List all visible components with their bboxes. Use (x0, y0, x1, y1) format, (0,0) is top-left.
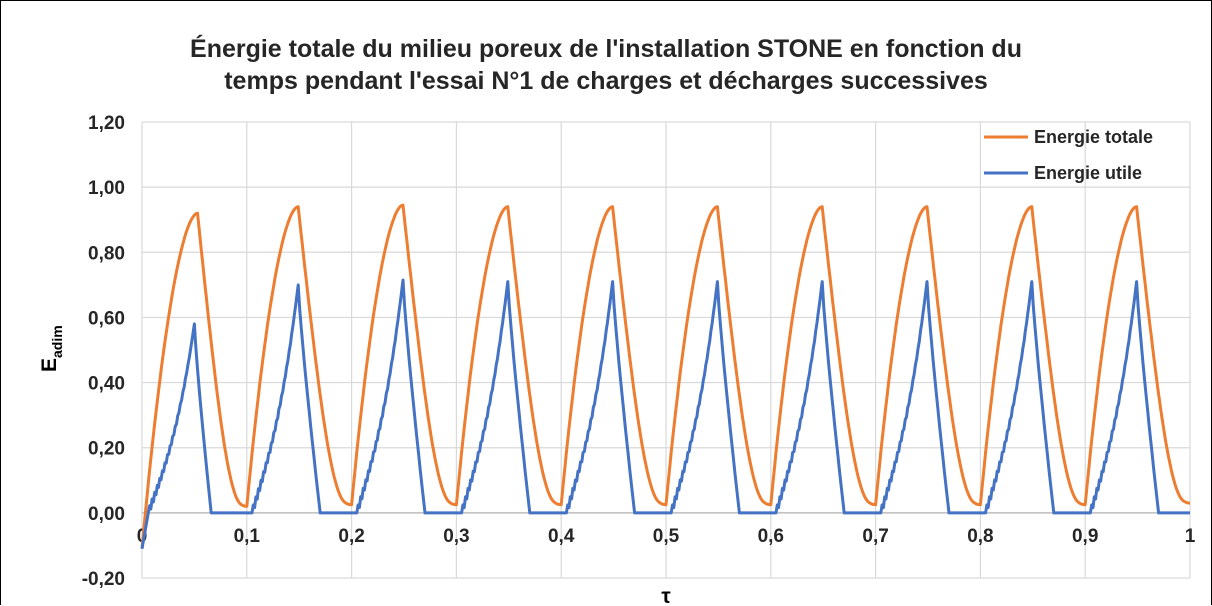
series-layer (140, 203, 1191, 549)
x-tick-label: 0,1 (234, 526, 261, 547)
y-tick-label: 0,40 (88, 374, 125, 395)
x-tick-label: 1 (1185, 526, 1196, 547)
x-tick-label: 0,6 (758, 526, 784, 547)
y-axis-label-main: E (38, 358, 61, 372)
legend: Energie totale Energie utile (984, 127, 1153, 183)
x-tick-label: 0,4 (548, 526, 575, 547)
chart-title-line-1: Énergie totale du milieu poreux de l'ins… (190, 35, 1022, 63)
y-tick-label: -0,20 (82, 569, 125, 590)
x-tick-label: 0,7 (862, 526, 888, 547)
y-tick-label: 0,80 (88, 243, 125, 264)
grid-layer (141, 121, 1191, 579)
legend-label: Energie totale (1034, 127, 1153, 147)
x-tick-label: 0,2 (338, 526, 364, 547)
y-axis-label-subscript: adim (49, 325, 65, 358)
y-tick-label: 1,20 (88, 113, 125, 134)
series-line-energie-utile (140, 278, 1190, 549)
x-tick-label: 0,9 (1072, 526, 1098, 547)
y-axis-label: Eadim (38, 325, 65, 372)
y-tick-label: 0,20 (88, 439, 125, 460)
x-tick-label: 0,3 (443, 526, 469, 547)
series-line-energie-totale (140, 203, 1191, 549)
y-tick-label: 0,00 (88, 504, 125, 525)
chart-title-line-2: temps pendant l'essai N°1 de charges et … (224, 67, 988, 95)
y-tick-label: 1,00 (88, 178, 125, 199)
axis-layer: -0,200,000,200,400,600,801,001,200 0,1 0,2… (82, 113, 1196, 590)
x-tick-label: 0,5 (653, 526, 680, 547)
y-tick-label: 0,60 (88, 308, 125, 329)
x-tick-label: 0,8 (967, 526, 993, 547)
x-axis-label: τ (661, 585, 671, 606)
legend-label: Energie utile (1034, 163, 1142, 183)
